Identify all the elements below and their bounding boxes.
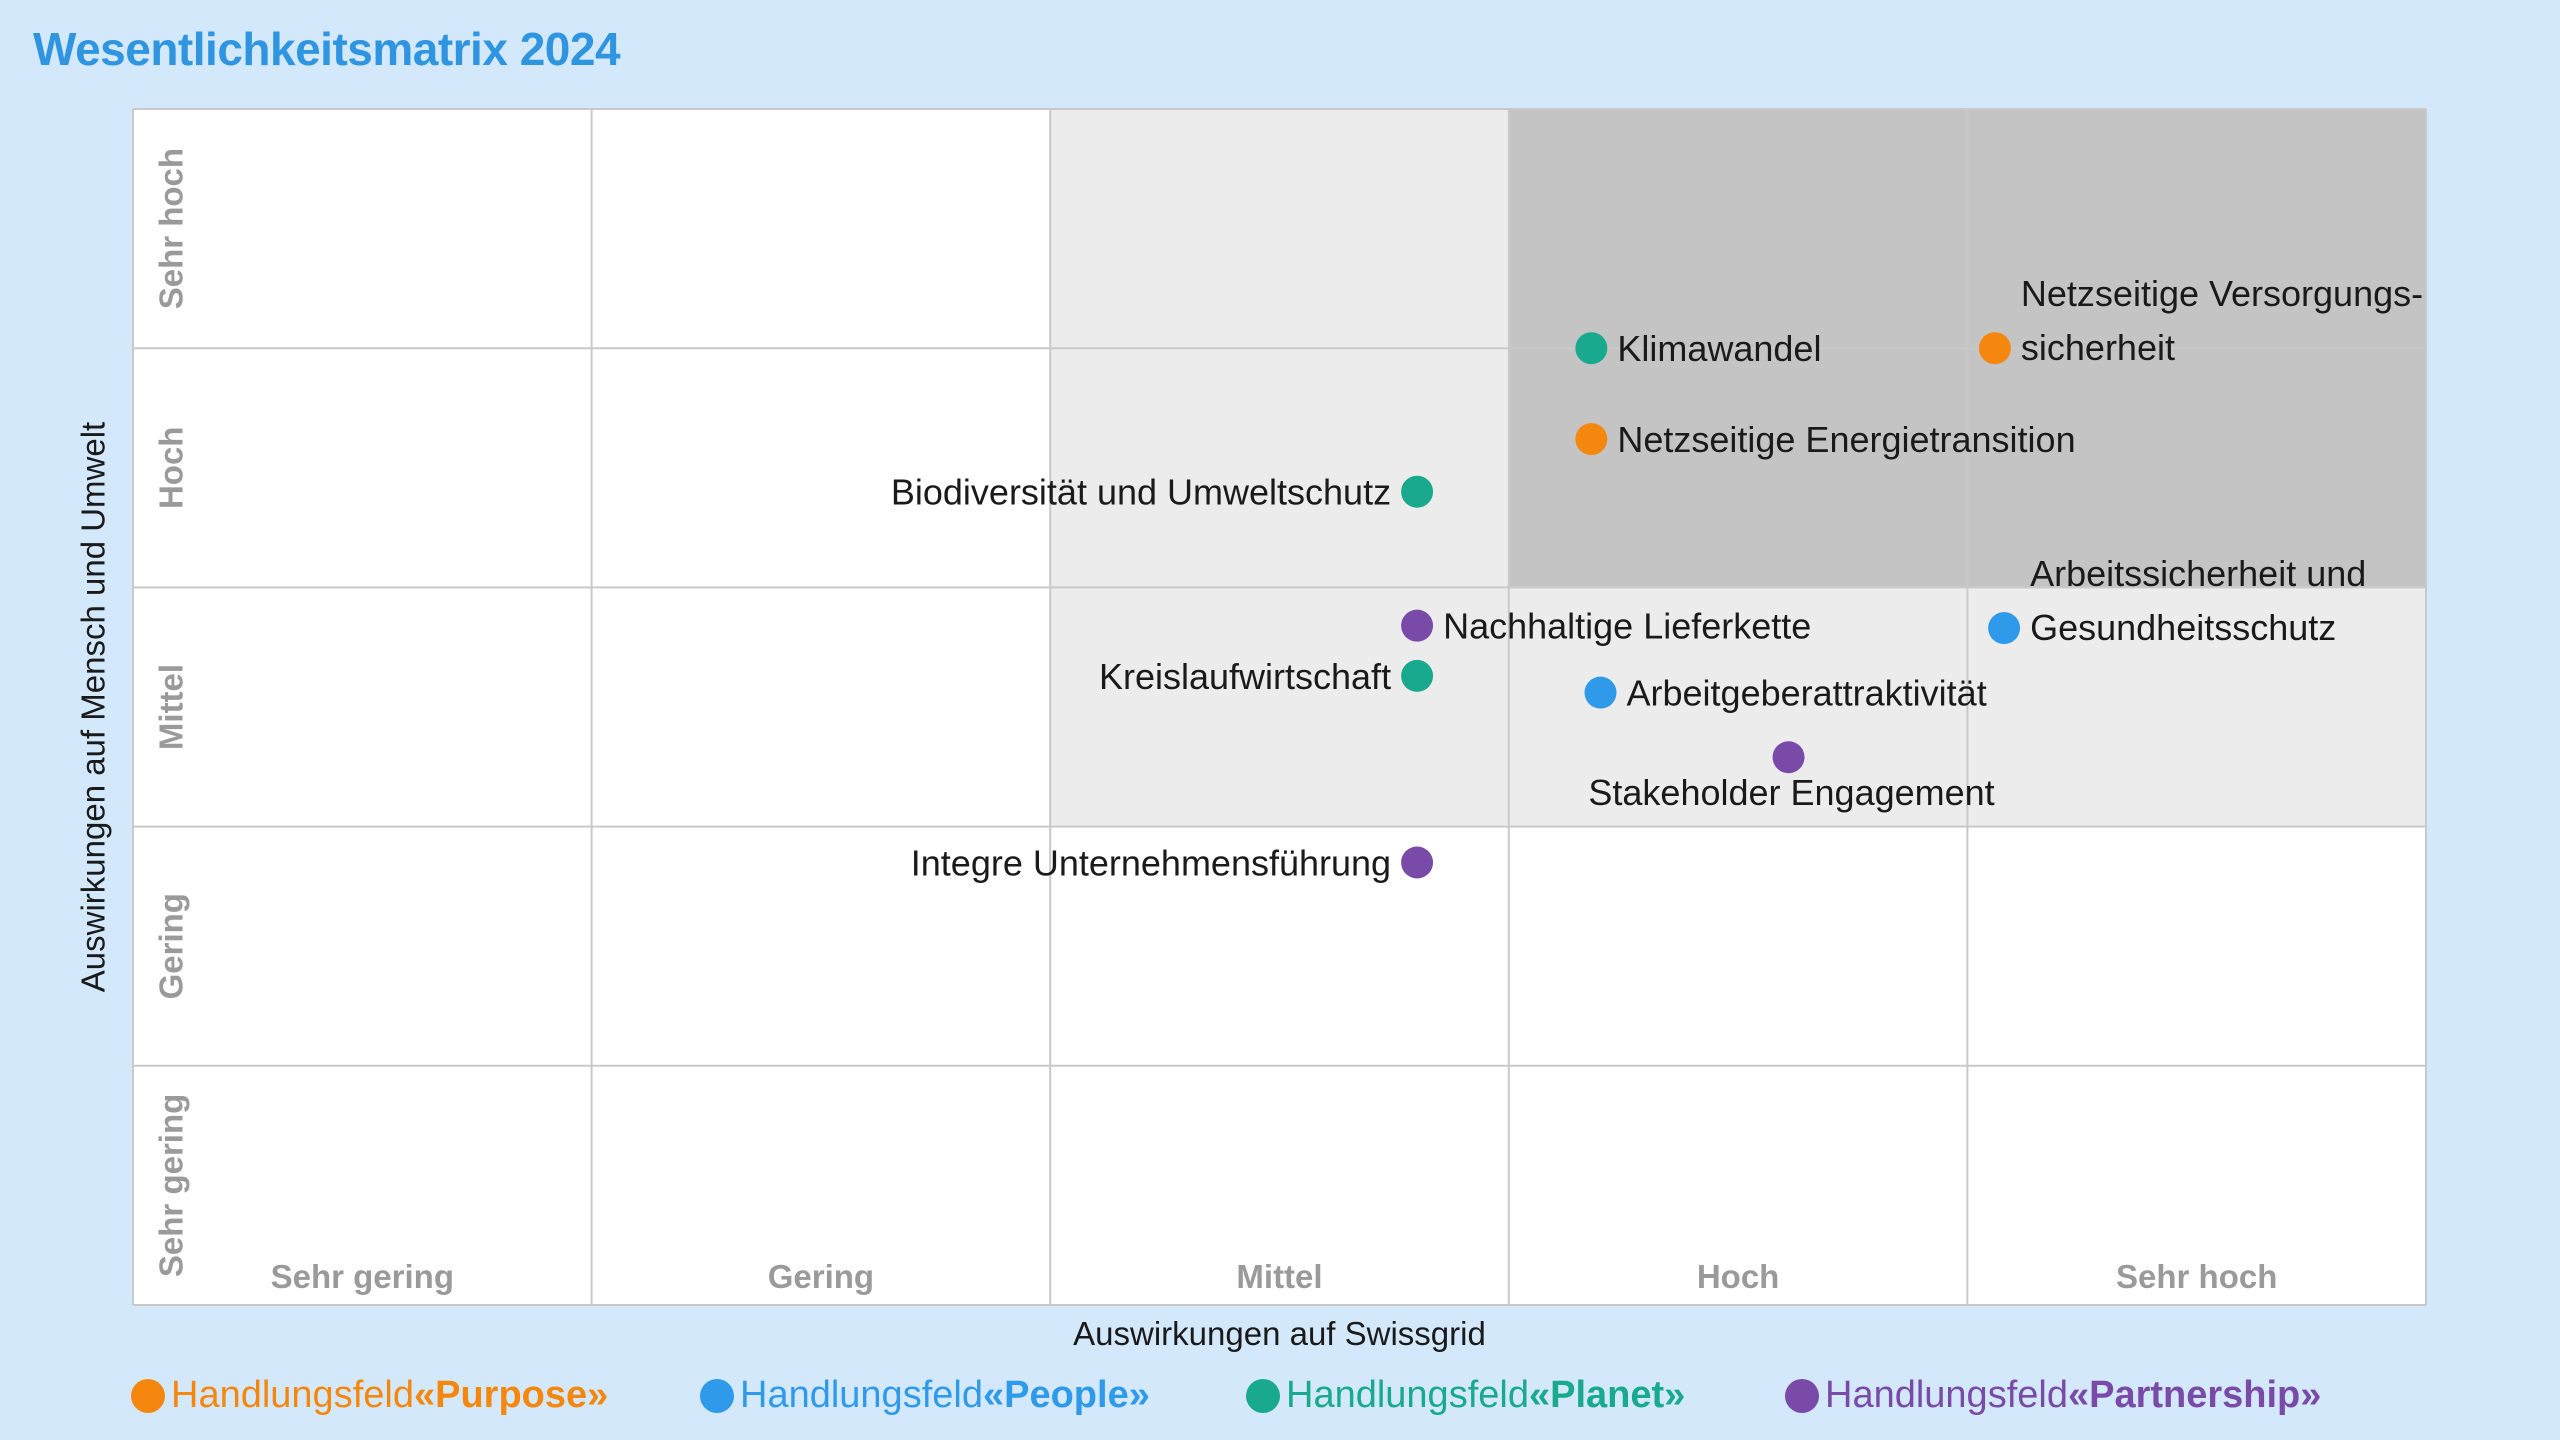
data-point-label: Nachhaltige Lieferkette	[1443, 606, 1811, 647]
x-tick-label: Hoch	[1697, 1258, 1780, 1295]
legend-dot-people-icon	[700, 1378, 734, 1413]
legend-name: «Planet»	[1528, 1374, 1686, 1416]
data-point-partnership	[1772, 741, 1805, 774]
legend-item-planet: Handlungsfeld «Planet»	[1246, 1374, 1685, 1417]
legend-prefix: Handlungsfeld	[1825, 1374, 2068, 1416]
data-point-purpose	[1978, 332, 2011, 365]
legend-dot-planet-icon	[1246, 1378, 1280, 1413]
legend-name: «People»	[982, 1374, 1150, 1416]
data-point-label: Integre Unternehmensführung	[911, 842, 1391, 883]
data-point-partnership	[1401, 846, 1434, 879]
legend-item-partnership: Handlungsfeld «Partnership»	[1785, 1374, 2321, 1417]
legend-name: «Purpose»	[413, 1374, 609, 1416]
legend-item-people: Handlungsfeld «People»	[700, 1374, 1150, 1417]
legend: Handlungsfeld «Purpose» Handlungsfeld «P…	[0, 1374, 2560, 1424]
page-title: Wesentlichkeitsmatrix 2024	[33, 23, 621, 75]
y-axis-title: Auswirkungen auf Mensch und Umwelt	[75, 422, 112, 992]
data-point-label: Klimawandel	[1617, 328, 1821, 369]
data-point-label: Arbeitgeberattraktivität	[1627, 673, 1987, 714]
legend-prefix: Handlungsfeld	[171, 1374, 414, 1416]
legend-prefix: Handlungsfeld	[740, 1374, 983, 1416]
y-tick-label: Mittel	[153, 664, 190, 750]
data-point-planet	[1401, 659, 1434, 692]
data-point-partnership	[1401, 609, 1434, 642]
y-tick-label: Hoch	[153, 427, 190, 510]
data-point-label: sicherheit	[2021, 327, 2175, 368]
data-point-planet	[1401, 475, 1434, 508]
legend-prefix: Handlungsfeld	[1286, 1374, 1529, 1416]
data-point-label: Netzseitige Energietransition	[1617, 419, 2075, 460]
legend-item-purpose: Handlungsfeld «Purpose»	[131, 1374, 608, 1417]
data-point-label: Arbeitssicherheit und	[2030, 553, 2366, 594]
y-tick-label: Sehr hoch	[153, 148, 190, 309]
y-tick-label: Gering	[153, 893, 190, 999]
data-point-purpose	[1575, 423, 1608, 456]
data-point-label: Stakeholder Engagement	[1588, 772, 1994, 813]
legend-name: «Partnership»	[2067, 1374, 2322, 1416]
y-tick-label: Sehr gering	[153, 1094, 190, 1277]
data-point-label: Biodiversität und Umweltschutz	[891, 472, 1391, 513]
legend-dot-partnership-icon	[1785, 1378, 1819, 1413]
data-point-label: Kreislaufwirtschaft	[1099, 656, 1391, 697]
x-tick-label: Gering	[768, 1258, 874, 1295]
x-axis-title: Auswirkungen auf Swissgrid	[1073, 1315, 1486, 1352]
data-point-people	[1988, 612, 2021, 645]
data-point-label: Netzseitige Versorgungs-	[2021, 273, 2423, 314]
x-tick-label: Sehr hoch	[2116, 1258, 2277, 1295]
data-point-people	[1584, 676, 1617, 709]
x-tick-label: Sehr gering	[271, 1258, 454, 1295]
x-tick-label: Mittel	[1236, 1258, 1322, 1295]
data-point-label: Gesundheitsschutz	[2030, 607, 2336, 648]
legend-dot-purpose-icon	[131, 1378, 165, 1413]
data-point-planet	[1575, 332, 1608, 365]
